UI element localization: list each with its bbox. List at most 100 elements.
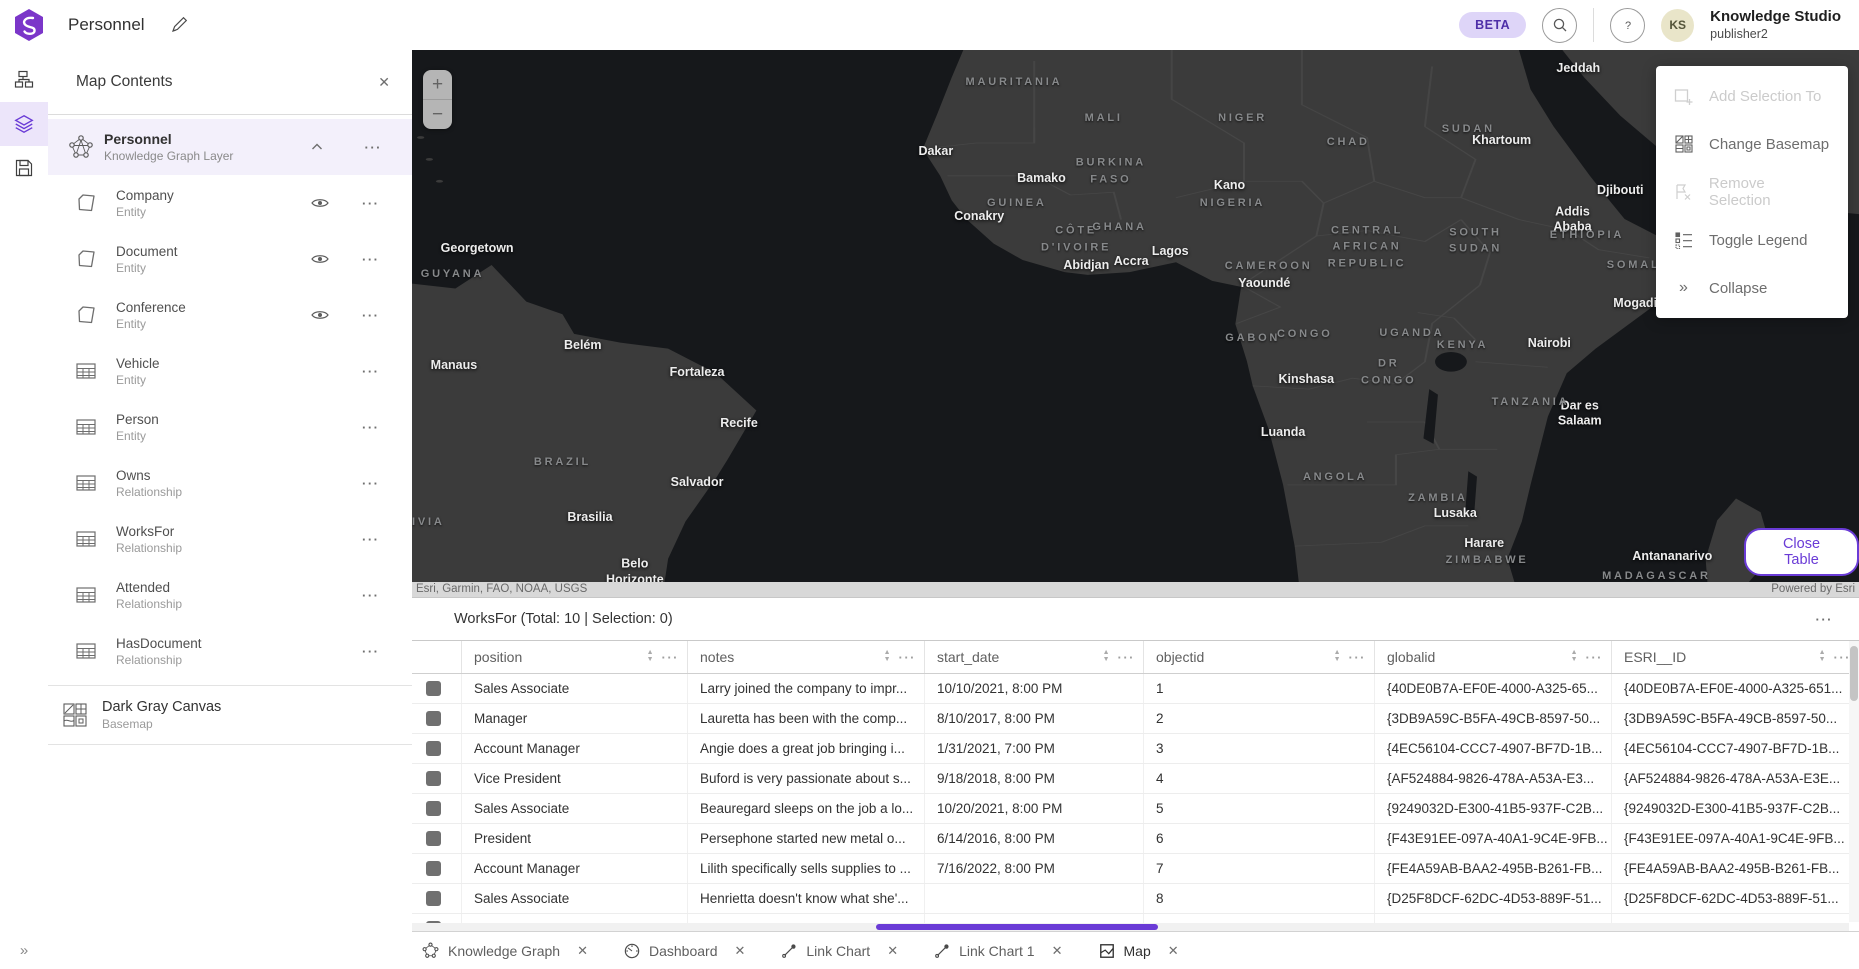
horizontal-scroll-thumb[interactable] xyxy=(876,924,1158,930)
column-menu-icon[interactable]: ··· xyxy=(1348,649,1366,665)
sublayer-menu-icon[interactable]: ··· xyxy=(362,307,380,323)
table-menu-icon[interactable]: ··· xyxy=(1815,611,1833,627)
close-tab-icon[interactable]: ✕ xyxy=(577,942,588,958)
close-tab-icon[interactable]: ✕ xyxy=(887,942,899,958)
sublayer-menu-icon[interactable]: ··· xyxy=(362,251,380,267)
tab-link-chart[interactable]: Link Chart ✕ xyxy=(781,943,898,959)
table-row[interactable]: Sales Associate Larry joined the company… xyxy=(412,674,1859,704)
sort-icon[interactable]: ▲ ▼ xyxy=(883,649,891,663)
sublayer-item[interactable]: Document Entity ··· xyxy=(48,231,412,287)
sublayer-menu-icon[interactable]: ··· xyxy=(362,531,380,547)
cell-start-date: 9/18/2018, 8:00 PM xyxy=(925,764,1144,793)
table-row[interactable]: Sales Associate Henrietta doesn't know w… xyxy=(412,884,1859,914)
column-menu-icon[interactable]: ··· xyxy=(1833,649,1851,665)
column-menu-icon[interactable]: ··· xyxy=(1585,649,1603,665)
table-row[interactable]: Account Manager Lilith specifically sell… xyxy=(412,854,1859,884)
row-checkbox[interactable] xyxy=(426,831,441,846)
column-menu-icon[interactable]: ··· xyxy=(1117,649,1135,665)
tab-map[interactable]: Map ✕ xyxy=(1099,943,1179,959)
sublayer-text: Attended Relationship xyxy=(116,580,412,611)
tab-knowledge-graph[interactable]: Knowledge Graph ✕ xyxy=(422,942,588,959)
close-tab-icon[interactable]: ✕ xyxy=(734,942,746,958)
vertical-scroll-thumb[interactable] xyxy=(1850,646,1858,701)
sublayer-item[interactable]: Attended Relationship ··· xyxy=(48,567,412,623)
column-header-globalid[interactable]: globalid ▲ ▼ ··· xyxy=(1375,641,1612,673)
chevron-up-icon[interactable] xyxy=(309,139,325,155)
table-row[interactable]: Vice President Buford is very passionate… xyxy=(412,764,1859,794)
user-avatar[interactable]: KS xyxy=(1661,8,1695,42)
close-tab-icon[interactable]: ✕ xyxy=(1051,942,1063,958)
row-checkbox[interactable] xyxy=(426,771,441,786)
visibility-eye-icon[interactable] xyxy=(310,193,330,213)
sidebar-item-layers[interactable] xyxy=(0,102,48,146)
menu-item-collapse[interactable]: » Collapse xyxy=(1656,264,1848,312)
sort-icon[interactable]: ▲ ▼ xyxy=(1102,649,1110,663)
row-checkbox[interactable] xyxy=(426,741,441,756)
row-checkbox[interactable] xyxy=(426,681,441,696)
sort-icon[interactable]: ▲ ▼ xyxy=(1570,649,1578,663)
layer-item-personnel[interactable]: Personnel Knowledge Graph Layer ··· xyxy=(48,119,412,175)
table-icon xyxy=(76,363,96,379)
edit-title-icon[interactable] xyxy=(169,15,189,35)
attribute-table-panel: WorksFor (Total: 10 | Selection: 0) ··· … xyxy=(412,597,1859,932)
sidebar-item-save[interactable] xyxy=(0,146,48,190)
sort-icon[interactable]: ▲ ▼ xyxy=(1333,649,1341,663)
row-checkbox[interactable] xyxy=(426,801,441,816)
column-menu-icon[interactable]: ··· xyxy=(661,649,679,665)
table-row[interactable]: Manager Lauretta has been with the comp.… xyxy=(412,704,1859,734)
visibility-eye-icon[interactable] xyxy=(310,305,330,325)
row-checkbox[interactable] xyxy=(426,711,441,726)
column-header-objectid[interactable]: objectid ▲ ▼ ··· xyxy=(1144,641,1375,673)
sublayer-menu-icon[interactable]: ··· xyxy=(362,643,380,659)
table-row[interactable]: Sales Associate Beauregard sleeps on the… xyxy=(412,794,1859,824)
column-header-position[interactable]: position ▲ ▼ ··· xyxy=(462,641,688,673)
zoom-in-button[interactable]: + xyxy=(423,70,452,100)
sidebar-item-data-model[interactable] xyxy=(0,58,48,102)
column-header-start-date[interactable]: start_date ▲ ▼ ··· xyxy=(925,641,1144,673)
cell-esri-id: {4EC56104-CCC7-4907-BF7D-1B... xyxy=(1624,741,1840,756)
zoom-out-button[interactable]: − xyxy=(423,100,452,129)
basemap-item[interactable]: Dark Gray Canvas Basemap xyxy=(48,686,412,744)
row-checkbox[interactable] xyxy=(426,861,441,876)
powered-by-esri: Powered by Esri xyxy=(1771,583,1855,595)
sublayer-item[interactable]: WorksFor Relationship ··· xyxy=(48,511,412,567)
sublayer-menu-icon[interactable]: ··· xyxy=(362,363,380,379)
map-view[interactable]: Dakar Bamako Conakry Georgetown Manaus Belém F… xyxy=(412,50,1859,597)
column-header-notes[interactable]: notes ▲ ▼ ··· xyxy=(688,641,925,673)
table-row[interactable]: President Persephone started new metal o… xyxy=(412,824,1859,854)
visibility-eye-icon[interactable] xyxy=(310,249,330,269)
layer-menu-icon[interactable]: ··· xyxy=(364,139,382,155)
sublayer-item[interactable]: HasDocument Relationship ··· xyxy=(48,623,412,679)
sublayer-item[interactable]: Company Entity ··· xyxy=(48,175,412,231)
sort-icon[interactable]: ▲ ▼ xyxy=(1818,649,1826,663)
table-vertical-scrollbar[interactable] xyxy=(1849,641,1859,922)
sort-icon[interactable]: ▲ ▼ xyxy=(646,649,654,663)
cell-position: Sales Associate xyxy=(462,794,688,823)
sublayer-item[interactable]: Owns Relationship ··· xyxy=(48,455,412,511)
search-button[interactable] xyxy=(1542,7,1578,43)
close-tab-icon[interactable]: ✕ xyxy=(1167,942,1179,958)
column-menu-icon[interactable]: ··· xyxy=(898,649,916,665)
sublayer-menu-icon[interactable]: ··· xyxy=(362,195,380,211)
sublayer-menu-icon[interactable]: ··· xyxy=(362,475,380,491)
sublayer-menu-icon[interactable]: ··· xyxy=(362,419,380,435)
sublayer-item[interactable]: Person Entity ··· xyxy=(48,399,412,455)
tab-link-chart-1[interactable]: Link Chart 1 ✕ xyxy=(934,942,1063,959)
expand-toolbar-button[interactable]: » xyxy=(19,942,29,959)
row-checkbox[interactable] xyxy=(426,891,441,906)
table-row[interactable]: Account Manager Angie does a great job b… xyxy=(412,734,1859,764)
close-panel-icon[interactable]: ✕ xyxy=(378,73,390,90)
knowledge-graph-icon xyxy=(422,942,439,958)
sublayer-item[interactable]: Conference Entity ··· xyxy=(48,287,412,343)
sublayer-name: Company xyxy=(116,187,174,203)
help-button[interactable]: ? xyxy=(1610,7,1646,43)
tab-dashboard[interactable]: Dashboard ✕ xyxy=(624,943,745,959)
sublayer-item[interactable]: Vehicle Entity ··· xyxy=(48,343,412,399)
menu-item-change-basemap[interactable]: Change Basemap xyxy=(1656,120,1848,168)
sublayer-menu-icon[interactable]: ··· xyxy=(362,587,380,603)
menu-item-toggle-legend[interactable]: Toggle Legend xyxy=(1656,216,1848,264)
close-table-button[interactable]: Close Table xyxy=(1744,528,1859,576)
dashboard-icon xyxy=(624,943,640,958)
table-horizontal-scrollbar[interactable] xyxy=(412,923,1849,932)
column-header-esri-id[interactable]: ESRI__ID ▲ ▼ ··· xyxy=(1612,641,1859,673)
